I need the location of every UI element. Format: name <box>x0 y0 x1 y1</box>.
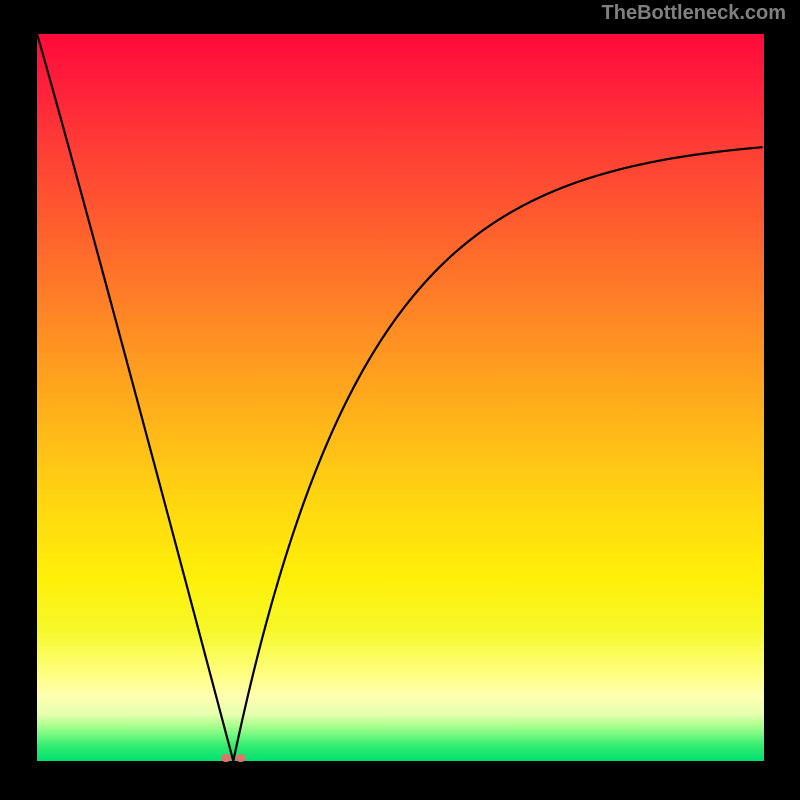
min-marker-2 <box>236 754 246 762</box>
watermark-text: TheBottleneck.com <box>602 2 786 25</box>
bottleneck-chart: TheBottleneck.com <box>0 0 800 800</box>
plot-background-gradient <box>37 34 764 761</box>
min-marker-1 <box>221 754 231 762</box>
chart-svg <box>0 0 800 800</box>
